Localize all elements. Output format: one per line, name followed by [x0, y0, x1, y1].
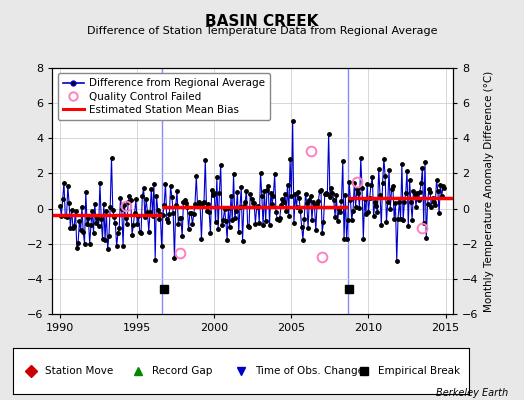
Text: Time of Obs. Change: Time of Obs. Change [255, 366, 364, 376]
Legend: Difference from Regional Average, Quality Control Failed, Estimated Station Mean: Difference from Regional Average, Qualit… [58, 73, 270, 120]
Text: Record Gap: Record Gap [152, 366, 213, 376]
Text: Difference of Station Temperature Data from Regional Average: Difference of Station Temperature Data f… [87, 26, 437, 36]
Y-axis label: Monthly Temperature Anomaly Difference (°C): Monthly Temperature Anomaly Difference (… [484, 70, 494, 312]
Text: BASIN CREEK: BASIN CREEK [205, 14, 319, 29]
Text: Station Move: Station Move [45, 366, 113, 376]
Text: Empirical Break: Empirical Break [378, 366, 460, 376]
Text: Berkeley Earth: Berkeley Earth [436, 388, 508, 398]
